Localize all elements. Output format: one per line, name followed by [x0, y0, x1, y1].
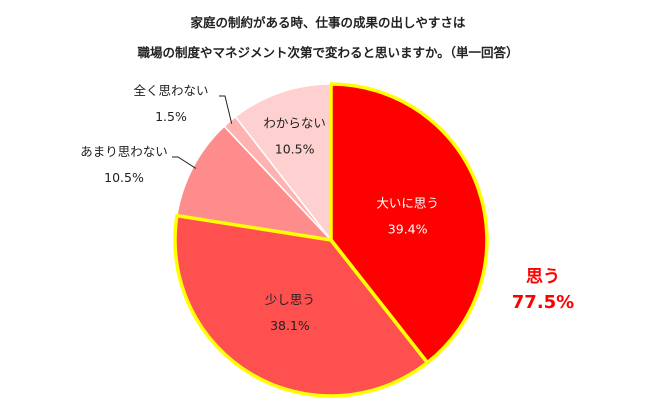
slice-value-0: 39.4%	[388, 221, 428, 236]
pie-slice-highlight-1	[173, 213, 430, 398]
pie-slice-highlight-0	[329, 82, 489, 365]
slice-value-4: 10.5%	[275, 142, 315, 157]
chart-title-line-1: 家庭の制約がある時、仕事の成果の出しやすさは	[190, 15, 466, 30]
pie-slice-4	[234, 83, 332, 243]
slice-value-1: 38.1%	[270, 318, 310, 333]
slice-value-2: 10.5%	[104, 170, 144, 185]
slice-label-4: わからない	[263, 116, 326, 131]
slice-label-2: あまり思わない	[80, 144, 168, 159]
slice-label-0: 大いに思う	[376, 195, 439, 210]
leader-line-2	[172, 156, 197, 169]
summary-label: 思う	[526, 267, 560, 287]
slice-label-3: 全く思わない	[133, 83, 208, 98]
chart-title-line-2: 職場の制度やマネジメント次第で変わると思いますか。（単一回答）	[137, 45, 519, 60]
slice-value-3: 1.5%	[155, 109, 187, 124]
slice-label-1: 少し思う	[265, 292, 315, 307]
summary-value: 77.5%	[512, 292, 574, 313]
leader-line-3	[219, 95, 233, 124]
